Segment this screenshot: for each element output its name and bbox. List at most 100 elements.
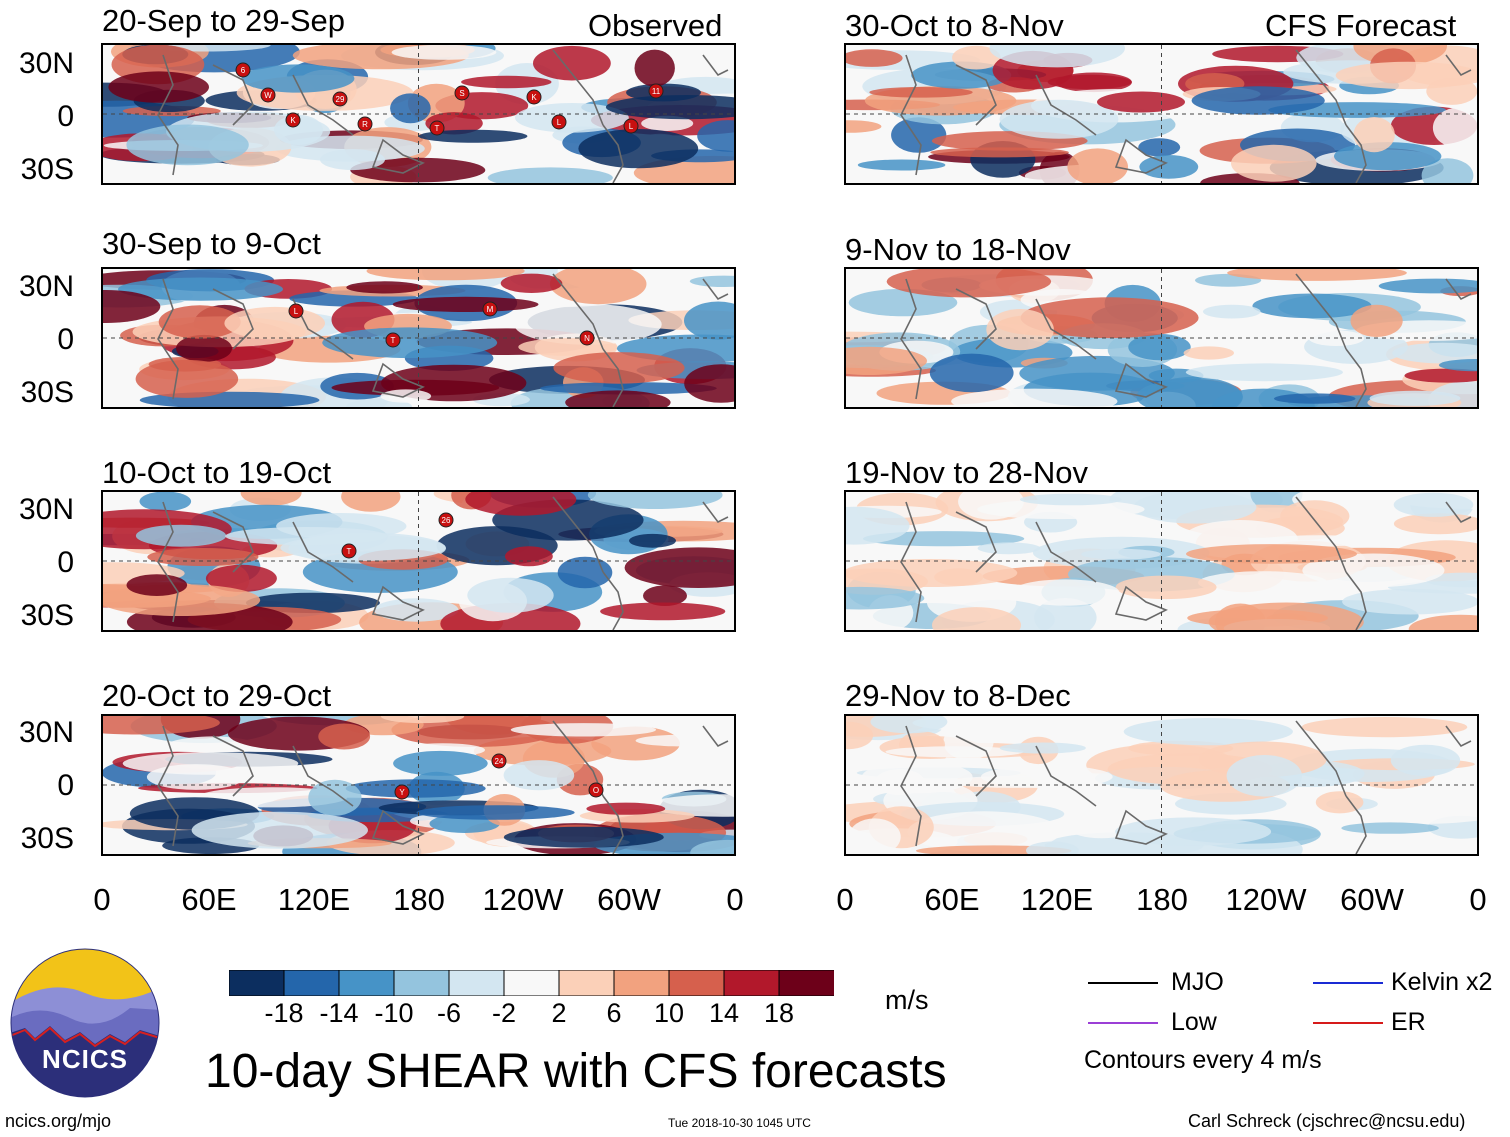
logo-text: NCICS	[42, 1044, 128, 1074]
y-tick-label: 30N	[18, 493, 74, 526]
shear-anomaly-blob	[1186, 544, 1357, 564]
coastline	[900, 278, 922, 400]
shear-anomaly-blob	[1097, 91, 1185, 113]
shear-anomaly-blob	[1139, 155, 1199, 179]
site-link[interactable]: ncics.org/mjo	[5, 1111, 112, 1131]
shear-anomaly-blob	[1353, 117, 1395, 153]
shear-anomaly-blob	[1439, 359, 1477, 372]
y-tick-label: 30S	[20, 153, 74, 186]
shear-anomaly-blob	[135, 359, 239, 398]
shear-anomaly-blob	[977, 542, 1041, 555]
colorbar-swatch	[503, 970, 560, 996]
x-tick-label: 120W	[1225, 882, 1307, 917]
shear-anomaly-blob	[418, 129, 528, 143]
observed-header: Observed	[588, 8, 723, 43]
shear-anomaly-blob	[999, 742, 1086, 754]
shear-anomaly-blob	[1208, 602, 1364, 630]
shear-anomaly-blob	[643, 585, 687, 606]
shear-anomaly-blob	[624, 547, 734, 588]
shear-anomaly-blob	[848, 818, 901, 854]
shear-anomaly-blob	[345, 779, 486, 798]
shear-anomaly-blob	[846, 346, 927, 375]
shear-anomaly-blob	[1072, 822, 1131, 839]
shear-anomaly-blob	[515, 103, 629, 133]
storm-label: T	[347, 547, 352, 556]
shear-anomaly-blob	[1128, 333, 1191, 361]
y-tick-label: 0	[57, 546, 74, 579]
shear-anomaly-blob	[951, 388, 1118, 407]
x-tick-label: 180	[393, 882, 445, 917]
coastline	[1445, 278, 1472, 301]
shear-anomaly-blob	[514, 304, 662, 345]
shear-anomaly-blob	[224, 306, 325, 340]
shear-anomaly-blob	[416, 805, 575, 820]
coastline	[900, 725, 922, 847]
colorbar-tick: 10	[653, 998, 685, 1028]
shear-anomaly-blob	[374, 598, 459, 622]
storm-marker: 29	[332, 91, 348, 107]
panel-title: 20-Oct to 29-Oct	[102, 678, 332, 713]
shear-anomaly-blob	[318, 723, 371, 750]
shear-anomaly-blob	[103, 589, 211, 608]
shear-anomaly-blob	[1198, 571, 1328, 595]
x-tick-label: 0	[93, 882, 111, 917]
shear-anomaly-blob	[634, 49, 675, 87]
coastline	[1345, 124, 1367, 183]
coastline	[955, 735, 997, 797]
shear-anomaly-blob	[929, 353, 1014, 393]
storm-label: K	[290, 116, 296, 125]
storm-label: M	[487, 305, 494, 314]
shear-anomaly-blob	[158, 305, 241, 339]
shear-anomaly-blob	[1026, 841, 1079, 854]
storm-marker: K	[285, 112, 301, 128]
heatmap-panel	[844, 43, 1479, 185]
colorbar-swatch	[393, 970, 450, 996]
heatmap-panel: L T M N	[101, 267, 736, 409]
coastline	[702, 278, 729, 301]
coastline	[602, 571, 624, 630]
storm-label: Y	[399, 788, 405, 797]
figure-title: 10-day SHEAR with CFS forecasts	[205, 1045, 947, 1098]
shear-anomaly-blob	[578, 129, 699, 169]
coastline	[1114, 138, 1168, 174]
coastline	[602, 348, 624, 407]
coastline	[371, 809, 425, 845]
legend-mjo-label: MJO	[1171, 968, 1224, 996]
shear-anomaly-blob	[1191, 86, 1325, 115]
storm-label: 24	[495, 757, 504, 766]
shear-anomaly-blob	[846, 506, 910, 545]
shear-anomaly-blob	[1421, 158, 1474, 183]
shear-anomaly-blob	[846, 49, 903, 67]
storm-label: K	[531, 93, 537, 102]
shear-anomaly-blob	[241, 64, 355, 93]
x-tick-label: 0	[1469, 882, 1487, 917]
y-tick-label: 30S	[20, 822, 74, 855]
shear-anomaly-blob	[1315, 791, 1364, 814]
colorbar-swatch	[229, 970, 285, 996]
storm-marker: 6	[235, 62, 251, 78]
shear-anomaly-blob	[690, 839, 734, 854]
colorbar-tick: -6	[436, 998, 461, 1028]
author: Carl Schreck (cjschrec@ncsu.edu)	[1188, 1111, 1466, 1131]
storm-marker: Y	[394, 784, 410, 800]
timestamp: Tue 2018-10-30 1045 UTC	[668, 1116, 811, 1130]
shear-anomaly-blob	[505, 546, 553, 567]
shear-anomaly-blob	[989, 45, 1125, 68]
colorbar	[229, 970, 834, 996]
shear-anomaly-blob	[846, 559, 1018, 587]
forecast-header: CFS Forecast	[1265, 8, 1457, 43]
storm-marker: 11	[648, 83, 664, 99]
y-tick-label: 0	[57, 323, 74, 356]
legend-low-label: Low	[1171, 1008, 1217, 1036]
coastline	[900, 501, 922, 623]
shear-anomaly-blob	[1226, 755, 1302, 797]
shear-anomaly-blob	[848, 288, 958, 317]
storm-label: T	[391, 336, 396, 345]
legend-kelvin-line	[1313, 982, 1383, 984]
shear-anomaly-blob	[1408, 614, 1477, 630]
shear-anomaly-blob	[465, 492, 577, 516]
coastline	[1295, 496, 1347, 573]
shear-anomaly-blob	[557, 556, 613, 589]
coastline	[552, 496, 604, 573]
shear-anomaly-blob	[1301, 717, 1468, 738]
